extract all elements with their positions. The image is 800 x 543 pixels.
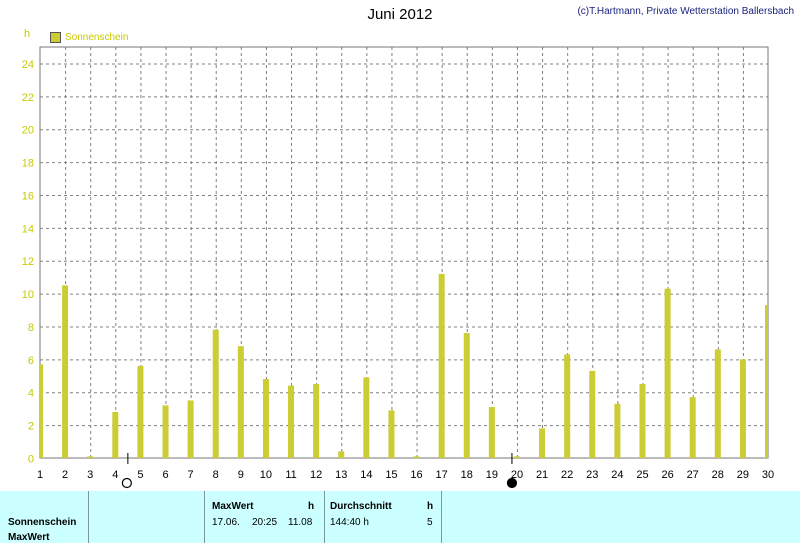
x-tick-label: 12 [310,469,322,481]
bar [765,305,768,458]
y-axis-unit: h [24,28,31,40]
avg-header: Durchschnitt [330,501,392,512]
x-tick-label: 21 [536,469,548,481]
chart-title: Juni 2012 [367,6,433,23]
x-tick-label: 24 [611,469,623,481]
y-tick-label: 14 [22,223,34,235]
bar [288,385,295,458]
spacer-cell [89,491,205,543]
legend-swatch [50,32,61,43]
plot-area [39,46,769,459]
bar [614,403,621,458]
x-tick-label: 22 [561,469,573,481]
bar [539,428,546,458]
y-tick-label: 22 [22,92,34,104]
bar [413,456,420,458]
bar [488,407,495,458]
y-tick-label: 16 [22,190,34,202]
bar [137,365,144,458]
bar [438,273,445,458]
x-tick-label: 2 [62,469,68,481]
y-tick-label: 0 [28,454,34,466]
y-tick-label: 6 [28,355,34,367]
y-tick-label: 10 [22,289,34,301]
y-tick-label: 24 [22,59,34,71]
summary-table: Sonnenschein MaxWert MaxWert h 17.06. 20… [0,491,800,543]
bar [262,379,269,458]
x-tick-label: 18 [461,469,473,481]
row-label-cell: Sonnenschein MaxWert [0,491,89,543]
x-tick-label: 7 [188,469,194,481]
bar [40,364,43,458]
avg-value: 144:40 h [330,517,369,528]
y-tick-label: 4 [28,388,34,400]
x-tick-label: 19 [486,469,498,481]
x-tick-label: 25 [636,469,648,481]
legend: Sonnenschein [50,32,128,43]
x-tick-label: 30 [762,469,774,481]
x-tick-label: 11 [285,469,296,481]
x-tick-label: 3 [87,469,93,481]
bar [513,456,520,458]
bar [564,354,571,458]
x-tick-label: 5 [137,469,143,481]
x-tick-label: 10 [260,469,272,481]
bar [714,349,721,458]
max-value: 11.08 [288,517,313,528]
x-tick-label: 14 [360,469,372,481]
avg-count: 5 [427,517,433,528]
bar [739,359,746,458]
full-moon-icon [121,477,132,489]
y-tick-label: 12 [22,256,34,268]
avg-cell: Durchschnitt h 144:40 h 5 [325,491,442,543]
bar [664,288,671,458]
bar [589,370,596,458]
x-tick-label: 23 [586,469,598,481]
x-tick-label: 13 [335,469,347,481]
bar [187,400,194,458]
row-label-maxwert: MaxWert [8,532,50,543]
bar [689,397,696,458]
credit-text: (c)T.Hartmann, Private Wetterstation Bal… [577,6,794,17]
x-tick-label: 27 [687,469,699,481]
bar [463,333,470,458]
bar [639,384,646,458]
bar [388,410,395,458]
x-tick-label: 4 [112,469,118,481]
bar [62,285,69,458]
max-time: 20:25 [252,517,278,528]
y-tick-label: 18 [22,158,34,170]
x-tick-label: 9 [238,469,244,481]
x-tick-label: 28 [712,469,724,481]
x-tick-label: 8 [213,469,219,481]
x-tick-label: 6 [162,469,168,481]
bar [313,384,320,458]
x-tick-label: 29 [737,469,749,481]
legend-label: Sonnenschein [65,32,129,43]
bar [338,451,345,458]
bar [237,346,244,458]
y-tick-label: 8 [28,322,34,334]
x-tick-label: 20 [511,469,523,481]
x-tick-label: 15 [385,469,397,481]
new-moon-icon [506,477,518,489]
bar [162,405,169,458]
bar [87,456,94,458]
max-date: 17.06. [212,517,240,528]
max-cell: MaxWert h 17.06. 20:25 11.08 [205,491,325,543]
bar [112,411,119,458]
max-header: MaxWert [212,501,254,512]
y-tick-label: 2 [28,421,34,433]
x-tick-label: 16 [410,469,422,481]
y-tick-label: 20 [22,125,34,137]
row-label-sunshine: Sonnenschein [8,517,77,528]
bar [212,329,219,458]
bar [363,377,370,458]
x-tick-label: 1 [37,469,43,481]
x-tick-label: 17 [436,469,448,481]
x-tick-label: 26 [661,469,673,481]
avg-unit: h [427,501,434,512]
max-unit: h [308,501,315,512]
